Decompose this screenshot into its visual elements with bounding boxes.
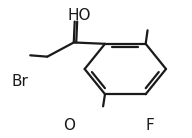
Text: O: O <box>64 118 75 133</box>
Text: HO: HO <box>67 8 91 23</box>
Text: F: F <box>146 118 154 133</box>
Text: Br: Br <box>12 74 29 89</box>
